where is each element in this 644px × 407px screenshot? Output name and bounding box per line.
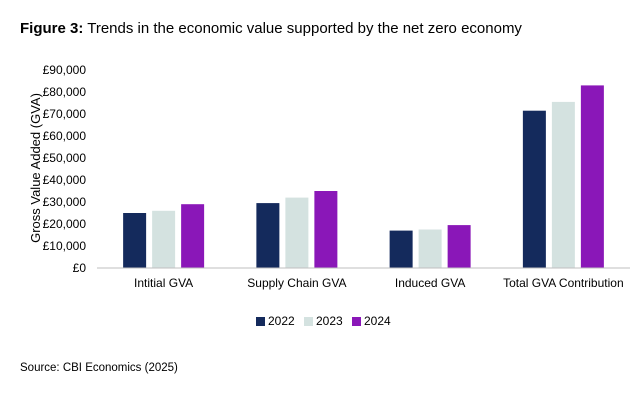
y-axis-ticks: £0 £10,000 £20,000 £30,000 £40,000 £50,000 £60… [43,63,87,275]
bar-2022-total-gva-contribution [522,110,546,268]
figure-title: Figure 3: Trends in the economic value s… [20,20,522,37]
legend-swatch-2022 [256,317,265,326]
x-tick-label: Total GVA Contribution [503,276,624,290]
y-tick-label: £20,000 [43,217,87,231]
y-tick-label: £70,000 [43,107,87,121]
y-tick-label: £10,000 [43,239,87,253]
x-tick-label: Induced GVA [395,276,466,290]
x-tick-label: Supply Chain GVA [247,276,346,290]
y-tick-label: £40,000 [43,173,87,187]
legend-label-2024: 2024 [364,314,391,328]
y-axis-title: Gross Value Added (GVA) [28,93,43,243]
bar-2022-intitial-gva [123,213,147,268]
legend-swatch-2023 [304,317,313,326]
y-tick-label: £60,000 [43,129,87,143]
y-tick-label: £80,000 [43,85,87,99]
legend-swatch-2024 [352,317,361,326]
figure-source: Source: CBI Economics (2025) [20,362,178,374]
figure-title-text: Trends in the economic value supported b… [83,20,522,37]
bar-2023-supply-chain-gva [285,197,309,268]
legend-label-2022: 2022 [268,314,295,328]
bar-2023-total-gva-contribution [551,101,575,269]
bars-group [123,85,604,269]
legend-label-2023: 2023 [316,314,343,328]
bar-2023-intitial-gva [152,210,176,268]
x-axis-tick-labels: Intitial GVA Supply Chain GVA Induced GVA T… [134,276,624,290]
bar-2024-supply-chain-gva [314,191,338,268]
legend: 2022 2023 2024 [256,314,391,328]
y-tick-label: £50,000 [43,151,87,165]
y-tick-label: £30,000 [43,195,87,209]
bar-2024-intitial-gva [181,204,205,268]
bar-2024-total-gva-contribution [580,85,604,269]
y-tick-label: £90,000 [43,63,87,77]
figure-title-prefix: Figure 3: [20,20,84,37]
bar-2022-induced-gva [389,230,413,268]
bar-2024-induced-gva [447,225,471,268]
x-tick-label: Intitial GVA [134,276,193,290]
bar-2022-supply-chain-gva [256,203,280,268]
bar-2023-induced-gva [418,229,442,268]
y-tick-label: £0 [73,261,87,275]
